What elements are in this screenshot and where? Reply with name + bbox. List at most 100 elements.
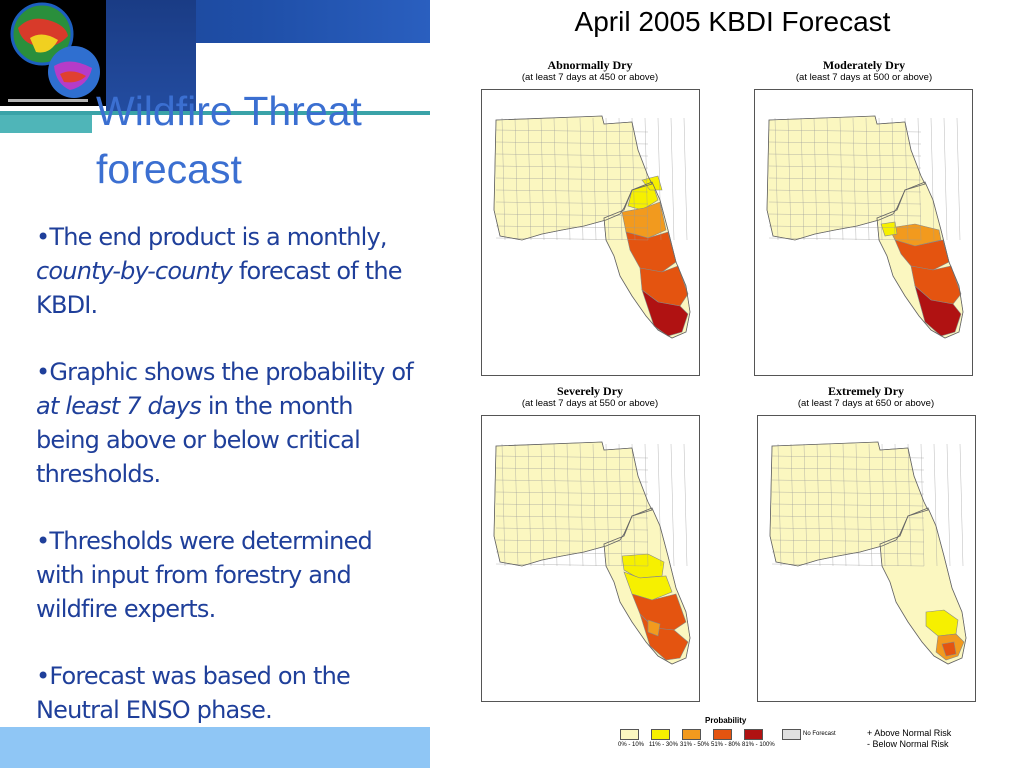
county-line xyxy=(495,467,649,471)
state-border xyxy=(603,507,691,665)
bullet-list: •The end product is a monthly, county-by… xyxy=(36,220,421,760)
panel-heading-moderately-dry: Moderately Dry (at least 7 days at 500 o… xyxy=(734,59,994,84)
county-risk-zone xyxy=(880,221,898,237)
legend-below-normal: - Below Normal Risk xyxy=(867,739,949,749)
panel-subheading: (at least 7 days at 500 or above) xyxy=(795,72,933,83)
county-line xyxy=(657,117,662,241)
slide-title: Wildfire Threat forecast xyxy=(96,82,436,198)
state-border xyxy=(879,507,967,665)
county-line xyxy=(592,443,597,567)
county-line xyxy=(774,117,779,241)
florida-county-map xyxy=(493,115,691,339)
county-line xyxy=(657,443,662,567)
county-line xyxy=(495,225,649,229)
county-line xyxy=(959,443,964,567)
county-line xyxy=(768,153,922,157)
county-line xyxy=(495,213,649,217)
bullet-item: •Thresholds were determined with input f… xyxy=(36,527,373,623)
map-extremely-dry xyxy=(757,415,976,702)
county-line xyxy=(768,177,922,181)
legend-swatch xyxy=(713,729,732,740)
county-line xyxy=(771,527,925,531)
county-line xyxy=(933,443,938,567)
county-line xyxy=(891,117,896,241)
county-risk-zone xyxy=(941,641,957,657)
county-line xyxy=(644,117,649,241)
bullet-text: •Graphic shows the probability of xyxy=(36,358,414,386)
bullet-item: •Graphic shows the probability of at lea… xyxy=(36,355,421,491)
panel-subheading: (at least 7 days at 650 or above) xyxy=(797,398,935,409)
legend-swatch-no-forecast xyxy=(782,729,801,740)
county-line xyxy=(771,479,925,483)
panel-heading: Extremely Dry xyxy=(827,384,905,398)
map-moderately-dry xyxy=(754,89,973,376)
panel-subheading: (at least 7 days at 550 or above) xyxy=(521,398,659,409)
county-line xyxy=(618,443,623,567)
county-line xyxy=(495,563,649,567)
county-line xyxy=(777,443,782,567)
panel-heading-abnormally-dry: Abnormally Dry (at least 7 days at 450 o… xyxy=(460,59,720,84)
county-risk-zone xyxy=(914,285,962,337)
state-border xyxy=(603,181,691,339)
county-line xyxy=(527,443,532,567)
footer-bar xyxy=(0,727,430,768)
county-line xyxy=(787,117,792,241)
legend-label: 31% - 50% xyxy=(680,742,710,748)
legend-above-normal: + Above Normal Risk xyxy=(867,728,952,738)
county-line xyxy=(495,189,649,193)
county-line xyxy=(495,503,649,507)
county-line xyxy=(514,443,519,567)
county-line xyxy=(495,539,649,543)
state-border xyxy=(876,181,964,339)
county-line xyxy=(631,443,636,567)
county-line xyxy=(670,117,675,241)
county-line xyxy=(768,225,922,229)
county-line xyxy=(540,117,545,241)
county-line xyxy=(829,443,834,567)
county-line xyxy=(495,237,649,241)
county-line xyxy=(618,117,623,241)
county-line xyxy=(813,117,818,241)
county-line xyxy=(631,117,636,241)
bullet-emphasis: at least 7 days xyxy=(36,392,202,420)
county-line xyxy=(771,467,925,471)
slide-title-line2: forecast xyxy=(96,146,242,192)
county-line xyxy=(878,117,883,241)
county-line xyxy=(514,117,519,241)
county-line xyxy=(683,443,688,567)
legend-label: 51% - 80% xyxy=(711,742,741,748)
county-line xyxy=(946,443,951,567)
county-line xyxy=(943,117,948,241)
florida-county-map xyxy=(769,441,967,665)
florida-county-map xyxy=(493,441,691,665)
map-abnormally-dry xyxy=(481,89,700,376)
county-line xyxy=(816,443,821,567)
legend-swatch xyxy=(620,729,639,740)
county-line xyxy=(771,491,925,495)
bullet-emphasis: county-by-county xyxy=(36,257,233,285)
bullet-text: in the month being above or below critic… xyxy=(36,392,361,488)
map-severely-dry xyxy=(481,415,700,702)
teal-accent-strip xyxy=(0,115,92,133)
panel-heading-severely-dry: Severely Dry (at least 7 days at 550 or … xyxy=(460,385,720,410)
probability-legend: Probability 0% - 10% 11% - 30% 31% - 50% 51… xyxy=(615,716,975,764)
satellite-globe-image xyxy=(0,0,106,106)
county-risk-zone xyxy=(625,231,677,273)
county-line xyxy=(670,443,675,567)
county-line xyxy=(771,551,925,555)
county-risk-zone xyxy=(894,239,950,271)
county-line xyxy=(826,117,831,241)
county-line xyxy=(917,117,922,241)
county-line xyxy=(771,455,925,459)
legend-label-no-forecast: No Forecast xyxy=(803,731,836,737)
header-bar-gap xyxy=(196,43,430,111)
county-risk-zone xyxy=(641,175,663,191)
county-line xyxy=(527,117,532,241)
county-line xyxy=(495,491,649,495)
county-line xyxy=(540,443,545,567)
teal-divider xyxy=(0,111,430,115)
county-line xyxy=(495,515,649,519)
legend-label: 81% - 100% xyxy=(742,742,775,748)
county-line xyxy=(771,503,925,507)
county-line xyxy=(495,177,649,181)
